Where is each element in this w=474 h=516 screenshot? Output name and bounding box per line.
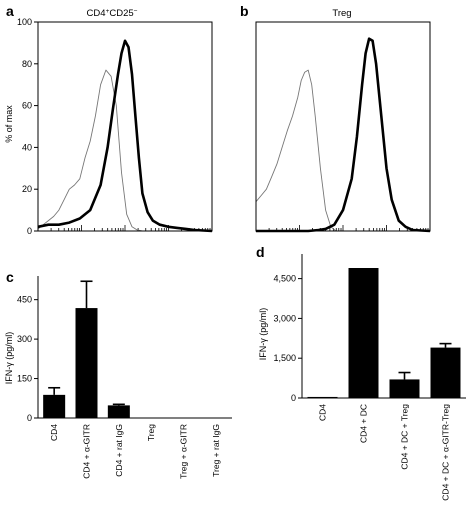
panel-b: b Treg: [240, 3, 431, 233]
panel-a-series: [37, 39, 213, 233]
panel-c-category-label: CD4 + α-GITR: [82, 424, 92, 479]
panel-c-y-ticks: 0 150 300 450: [17, 295, 38, 423]
panel-a-y-tick-label: 20: [22, 184, 32, 194]
panel-b-letter: b: [240, 3, 249, 19]
panel-a-series-thin-line: [37, 69, 212, 232]
panel-a-frame: [37, 21, 213, 232]
panel-d-y-tick-label: 3,000: [273, 313, 296, 323]
panel-d-category-label: CD4 + DC: [359, 404, 369, 443]
panel-c-bars: [43, 280, 130, 418]
panel-d-bar: [430, 347, 461, 398]
panel-d-axes: [301, 254, 466, 399]
panel-c-y-tick-label: 300: [17, 334, 32, 344]
panel-c-category-label: CD4 + rat IgG: [114, 424, 124, 477]
panel-d: d IFN-γ (pg/ml) 0 1,500 3,000 4,500 CD4 CD4 …: [256, 244, 466, 501]
panel-b-title: Treg: [332, 8, 351, 19]
panel-a-y-tick-label: 60: [22, 101, 32, 111]
panel-b-series: [255, 37, 431, 233]
panel-d-letter: d: [256, 244, 265, 260]
panel-c-category-label: Treg + rat IgG: [211, 424, 221, 477]
panel-c-y-tick-label: 0: [27, 413, 32, 423]
panel-c-categories: CD4 CD4 + α-GITR CD4 + rat IgG Treg Treg + α…: [49, 424, 221, 479]
panel-a-y-tick-label: 0: [27, 226, 32, 236]
panel-c-letter: c: [6, 269, 14, 285]
panel-b-series-thin-line: [255, 69, 430, 232]
panel-a: a CD4+CD25− % of max 0 20 40 60 80 100: [4, 3, 213, 236]
panel-a-letter: a: [6, 3, 14, 19]
panel-d-ylabel: IFN-γ (pg/ml): [258, 308, 268, 361]
panel-d-bars: [307, 268, 461, 398]
panel-a-y-ticks: 0 20 40 60 80 100: [17, 17, 38, 236]
panel-a-y-tick-label: 40: [22, 142, 32, 152]
panel-a-title-part: CD25: [109, 8, 133, 19]
panel-d-bar: [389, 379, 420, 398]
panel-a-series-thick-line: [37, 39, 213, 233]
panel-d-bar: [307, 396, 338, 398]
panel-a-y-tick-label: 80: [22, 59, 32, 69]
panel-d-y-tick-label: 4,500: [273, 274, 296, 284]
panel-a-y-tick-label: 100: [17, 17, 32, 27]
panel-c: c IFN-γ (pg/ml) 0 150 300 450 CD4 CD4 + α-GI…: [4, 269, 232, 479]
panel-c-category-label: Treg + α-GITR: [179, 424, 189, 479]
panel-c-bar: [43, 394, 66, 418]
panel-d-y-ticks: 0 1,500 3,000 4,500: [273, 274, 302, 403]
panel-a-ylabel: % of max: [4, 105, 14, 143]
panel-c-axes: [37, 276, 232, 419]
panel-d-category-label: CD4 + DC + α-GITR-Treg: [441, 404, 451, 501]
panel-d-category-label: CD4: [318, 404, 328, 421]
panel-a-title: CD4+CD25−: [87, 8, 138, 20]
panel-b-series-thick-line: [256, 37, 431, 233]
panel-a-title-part: +: [106, 8, 110, 15]
panel-c-bar: [107, 405, 130, 418]
panel-d-bar: [348, 268, 379, 398]
panel-d-categories: CD4 CD4 + DC CD4 + DC + Treg CD4 + DC + α-G…: [318, 404, 451, 501]
panel-c-y-tick-label: 150: [17, 374, 32, 384]
panel-d-y-tick-label: 0: [291, 393, 296, 403]
panel-a-title-part: CD4: [87, 8, 106, 19]
panel-a-title-part: −: [134, 8, 138, 15]
panel-c-bar: [75, 308, 98, 418]
panel-b-frame: [255, 21, 431, 232]
panel-c-category-label: Treg: [146, 424, 156, 441]
panel-c-ylabel: IFN-γ (pg/ml): [4, 332, 14, 385]
panel-d-category-label: CD4 + DC + Treg: [400, 404, 410, 470]
panel-c-category-label: CD4: [49, 424, 59, 441]
panel-c-y-tick-label: 450: [17, 295, 32, 305]
panel-d-y-tick-label: 1,500: [273, 353, 296, 363]
